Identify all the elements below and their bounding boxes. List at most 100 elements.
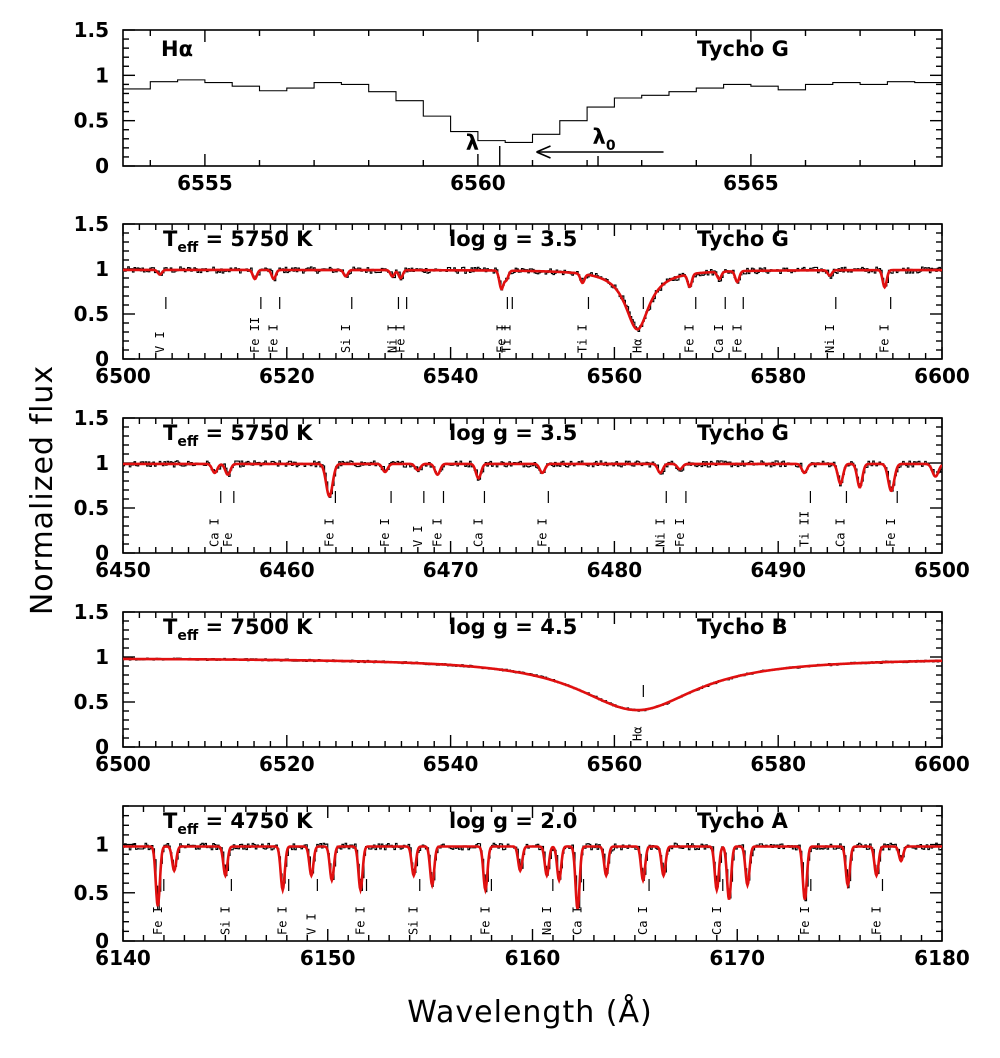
- line-id-label: Ca I: [571, 906, 585, 935]
- line-id-label: Fe I: [151, 906, 165, 935]
- x-tick-label: 6460: [259, 558, 315, 582]
- x-tick-label: 6520: [259, 752, 315, 776]
- line-id-label: Si I: [407, 906, 421, 935]
- x-tick-label: 6150: [300, 946, 356, 970]
- x-axis-title: Wavelength (Å): [407, 994, 652, 1030]
- lambda0-marker-label: λ0: [593, 125, 616, 154]
- line-id-label: Ca I: [712, 324, 726, 353]
- y-tick-label: 0.5: [74, 496, 109, 520]
- line-id-label: Fe I: [730, 324, 744, 353]
- y-tick-label: 1: [95, 451, 109, 475]
- x-tick-label: 6540: [423, 364, 479, 388]
- line-id-label: Si I: [218, 906, 232, 935]
- y-tick-label: 0.5: [74, 109, 109, 133]
- panel-halpha-zoom: 6555 6560 6565 0 0.5 1 1.5 λ λ0 Hα Tycho G: [74, 18, 943, 195]
- line-id-label: Fe I: [683, 324, 697, 353]
- x-tick-label: 6580: [750, 364, 806, 388]
- teff-label: Teff = 4750 K: [163, 809, 313, 838]
- line-id-label: Fe I: [430, 518, 444, 547]
- line-id-label: Ca I: [710, 906, 724, 935]
- data-layer: [123, 79, 942, 143]
- x-tick-label: 6565: [723, 171, 779, 195]
- x-tick-label: 6140: [95, 946, 151, 970]
- line-id-label: V I: [411, 525, 425, 547]
- y-tick-label: 0.5: [74, 302, 109, 326]
- logg-label: log g = 3.5: [449, 421, 577, 445]
- line-id-label: Fe I: [884, 518, 898, 547]
- x-tick-label: 6520: [259, 364, 315, 388]
- line-id-label: Ni I: [385, 324, 399, 353]
- x-tick-label: 6580: [750, 752, 806, 776]
- line-id-label: Fe: [221, 533, 235, 547]
- model-spectrum: [123, 657, 942, 712]
- line-id-label: Fe I: [673, 518, 687, 547]
- logg-label: log g = 3.5: [449, 227, 577, 251]
- y-tick-label: 1: [95, 645, 109, 669]
- panel-tycho-g-6500: 6500 6520 6540 6560 6580 6600 0 0.5 1 1.5 V I Fe II…: [74, 212, 970, 388]
- line-id-label: Fe I: [276, 906, 290, 935]
- data-layer: [123, 460, 942, 498]
- x-tick-label: 6490: [750, 558, 806, 582]
- model-spectrum: [123, 845, 942, 910]
- line-id-label: Hα: [630, 727, 644, 741]
- y-tick-label: 0.5: [74, 881, 109, 905]
- y-tick-label: 0.5: [74, 690, 109, 714]
- line-id-label: Ti II: [797, 511, 811, 547]
- y-tick-label: 1: [95, 63, 109, 87]
- y-tick-label: 1.5: [74, 212, 109, 236]
- x-tick-label: 6500: [95, 364, 151, 388]
- panel-tycho-a: 6140 6150 6160 6170 6180 0 0.5 1 Fe I Si I Fe I V I…: [74, 805, 970, 970]
- y-tick-label: 1.5: [74, 18, 109, 42]
- line-id-label: Fe I: [354, 906, 368, 935]
- line-id-label: Ca I: [208, 518, 222, 547]
- line-id-label: Fe I: [535, 518, 549, 547]
- model-spectrum: [123, 462, 942, 498]
- model-spectrum: [123, 268, 942, 331]
- x-tick-label: 6600: [914, 752, 970, 776]
- line-id-label: Ca I: [833, 518, 847, 547]
- y-tick-label: 0: [95, 154, 109, 178]
- line-id-label: Ti I: [575, 324, 589, 353]
- y-tick-label: 1: [95, 833, 109, 857]
- line-id-label: Ni I: [653, 518, 667, 547]
- panel-star-label: Tycho G: [697, 37, 789, 61]
- x-tick-label: 6560: [450, 171, 506, 195]
- x-tick-label: 6500: [95, 752, 151, 776]
- observed-spectrum: [123, 842, 942, 910]
- x-tick-label: 6470: [423, 558, 479, 582]
- x-tick-label: 6180: [914, 946, 970, 970]
- line-id-label: Ca I: [636, 906, 650, 935]
- x-tick-label: 6500: [914, 558, 970, 582]
- panel-star-label: Tycho A: [697, 809, 789, 833]
- line-id-label: Na I: [540, 906, 554, 935]
- line-id-label: V I: [304, 913, 318, 935]
- y-tick-label: 0: [95, 347, 109, 371]
- data-layer: [123, 657, 942, 712]
- y-tick-label: 0: [95, 541, 109, 565]
- panel-tycho-b: 6500 6520 6540 6560 6580 6600 0 0.5 1 1.5 Hα Teff =…: [74, 600, 970, 776]
- logg-label: log g = 4.5: [449, 615, 577, 639]
- x-tick-label: 6450: [95, 558, 151, 582]
- x-tick-label: 6560: [587, 364, 643, 388]
- line-id-label: Fe I: [394, 324, 408, 353]
- y-tick-label: 0: [95, 929, 109, 953]
- x-tick-label: 6600: [914, 364, 970, 388]
- x-tick-label: 6555: [177, 171, 233, 195]
- y-tick-label: 1: [95, 257, 109, 281]
- line-id-label: Fe I: [494, 324, 508, 353]
- x-tick-label: 6540: [423, 752, 479, 776]
- line-id-label: Fe I: [322, 518, 336, 547]
- teff-label: Teff = 5750 K: [163, 421, 313, 450]
- y-axis-title: Normalized flux: [25, 365, 60, 615]
- panel-star-label: Tycho B: [697, 615, 788, 639]
- panel-star-label: Tycho G: [697, 227, 789, 251]
- line-id-label: Fe I: [869, 906, 883, 935]
- line-id-label: Ca I: [471, 518, 485, 547]
- line-id-label: Fe I: [378, 518, 392, 547]
- panel-line-label: Hα: [161, 37, 193, 61]
- line-id-label: Fe I: [478, 906, 492, 935]
- plot-frame: [122, 29, 943, 167]
- data-layer: [123, 266, 942, 333]
